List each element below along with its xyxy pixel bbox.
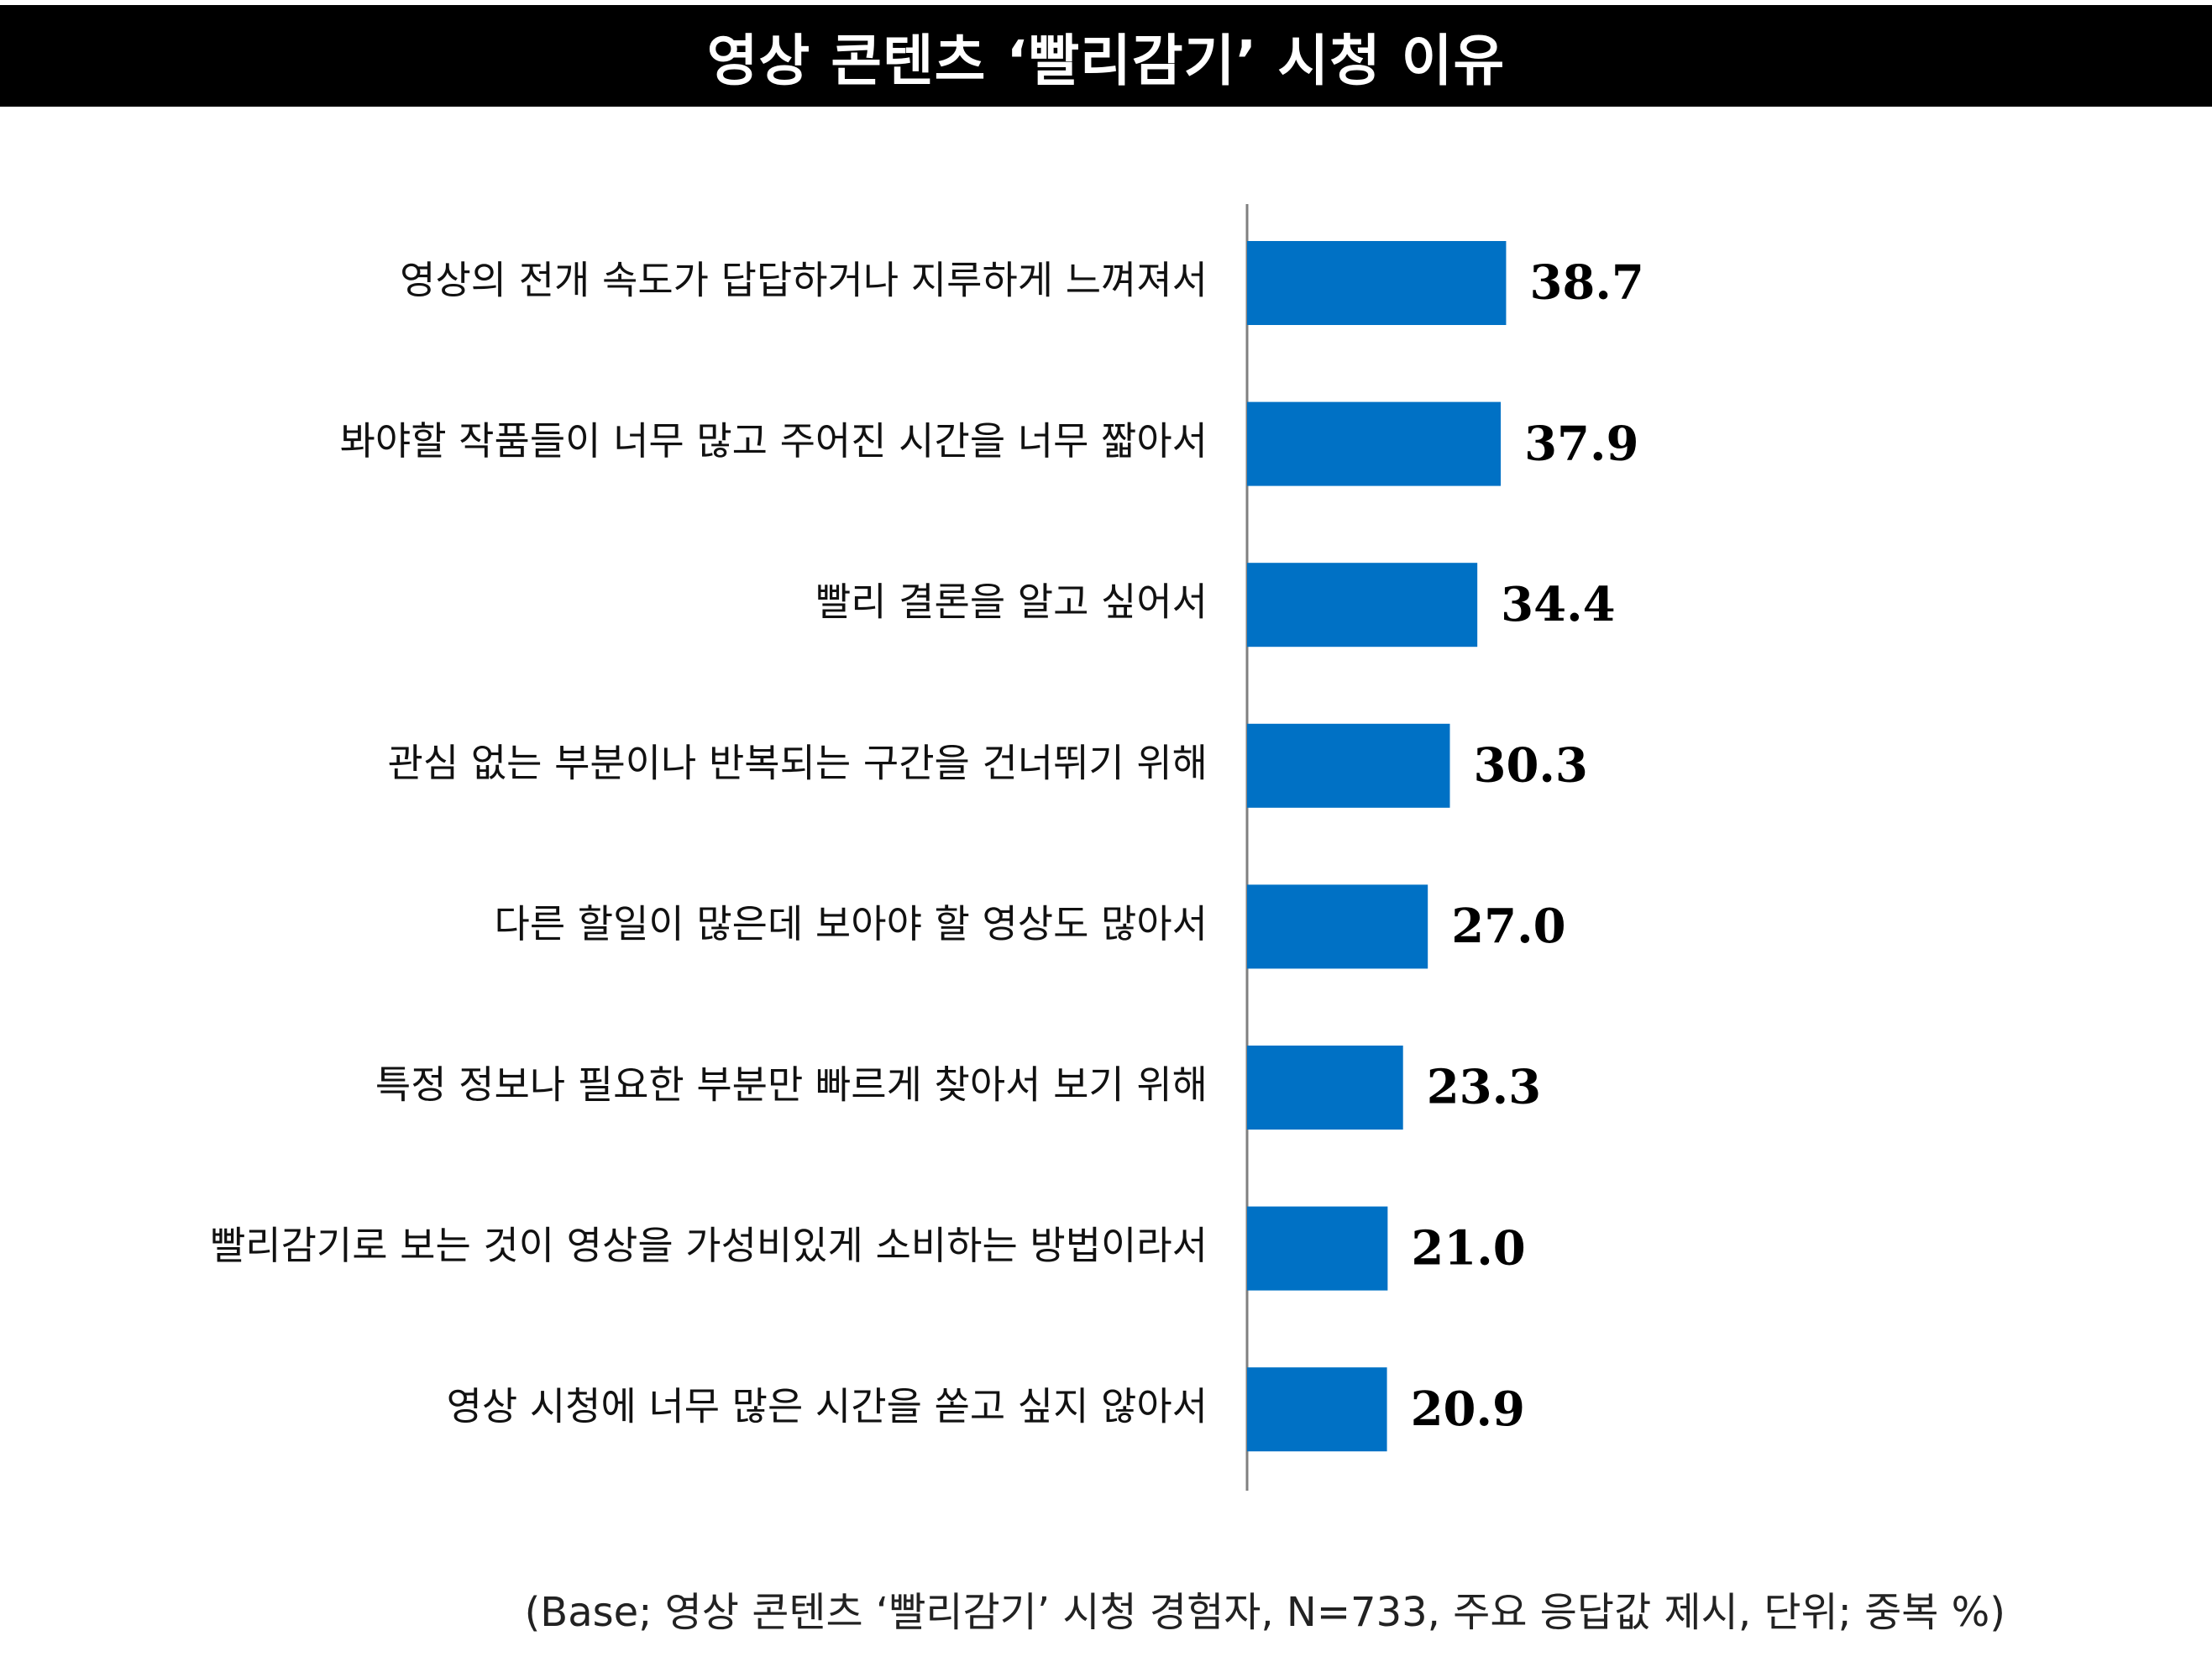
category-label-6: 특정 정보나 필요한 부분만 빠르게 찾아서 보기 위해: [375, 1062, 1208, 1108]
bar-7: [1247, 1206, 1388, 1291]
value-label-5: 27.0: [1451, 899, 1565, 954]
category-label-7: 빨리감기로 보는 것이 영상을 가성비있게 소비하는 방법이라서: [210, 1223, 1208, 1268]
value-label-4: 30.3: [1473, 737, 1587, 793]
chart-title: 영상 콘텐츠 ‘빨리감기’ 시청 이유: [706, 28, 1506, 93]
title-bar: 영상 콘텐츠 ‘빨리감기’ 시청 이유: [0, 5, 2212, 107]
bar-1: [1247, 241, 1507, 325]
bars-group: 영상의 전개 속도가 답답하거나 지루하게 느껴져서 38.7 봐야할 작품들이 너…: [210, 241, 1644, 1452]
bar-4: [1247, 723, 1450, 808]
footnote: (Base; 영상 콘텐츠 ‘빨리감기’ 시청 경험자, N=733, 주요 응…: [524, 1589, 2005, 1636]
bar-2: [1247, 401, 1502, 486]
value-label-6: 23.3: [1427, 1060, 1541, 1115]
category-label-2: 봐야할 작품들이 너무 많고 주어진 시간을 너무 짧아서: [340, 418, 1208, 464]
bar-8: [1247, 1367, 1387, 1452]
value-label-7: 21.0: [1411, 1220, 1525, 1276]
value-label-1: 38.7: [1529, 255, 1643, 311]
value-label-3: 34.4: [1501, 577, 1615, 632]
value-label-8: 20.9: [1411, 1382, 1525, 1437]
bar-3: [1247, 563, 1478, 647]
value-label-2: 37.9: [1524, 416, 1638, 471]
bar-5: [1247, 884, 1428, 969]
category-label-1: 영상의 전개 속도가 답답하거나 지루하게 느껴져서: [400, 258, 1208, 303]
category-label-8: 영상 시청에 너무 많은 시간을 쏟고 싶지 않아서: [447, 1384, 1208, 1429]
category-label-4: 관심 없는 부분이나 반복되는 구간을 건너뛰기 위해: [388, 740, 1208, 785]
category-label-5: 다른 할일이 많은데 보아야 할 영상도 많아서: [495, 901, 1208, 946]
category-label-3: 빨리 결론을 알고 싶어서: [815, 579, 1208, 625]
bar-6: [1247, 1046, 1403, 1130]
